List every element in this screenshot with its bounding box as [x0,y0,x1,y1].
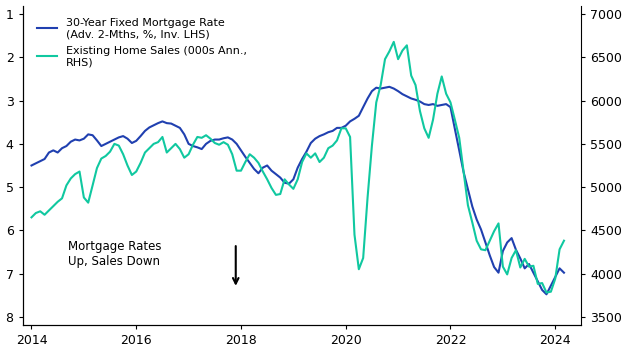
30-Year Fixed Mortgage Rate
(Adv. 2-Mths, %, Inv. LHS) [464,187,472,191]
30-Year Fixed Mortgage Rate
(Adv. 2-Mths, %, Inv. LHS) [89,133,96,137]
Line: 30-Year Fixed Mortgage Rate
(Adv. 2-Mths, %, Inv. LHS): 30-Year Fixed Mortgage Rate (Adv. 2-Mths… [31,87,564,294]
30-Year Fixed Mortgage Rate
(Adv. 2-Mths, %, Inv. LHS) [28,163,35,168]
Existing Home Sales (000s Ann.,
RHS) [80,195,88,199]
Line: Existing Home Sales (000s Ann.,
RHS): Existing Home Sales (000s Ann., RHS) [31,42,564,293]
Existing Home Sales (000s Ann.,
RHS) [464,203,472,207]
30-Year Fixed Mortgage Rate
(Adv. 2-Mths, %, Inv. LHS) [180,132,188,137]
30-Year Fixed Mortgage Rate
(Adv. 2-Mths, %, Inv. LHS) [58,146,66,150]
30-Year Fixed Mortgage Rate
(Adv. 2-Mths, %, Inv. LHS) [386,85,393,89]
Existing Home Sales (000s Ann.,
RHS) [180,156,188,160]
Existing Home Sales (000s Ann.,
RHS) [543,291,550,295]
Existing Home Sales (000s Ann.,
RHS) [560,239,568,243]
30-Year Fixed Mortgage Rate
(Adv. 2-Mths, %, Inv. LHS) [259,166,267,170]
30-Year Fixed Mortgage Rate
(Adv. 2-Mths, %, Inv. LHS) [560,270,568,275]
Existing Home Sales (000s Ann.,
RHS) [390,40,398,44]
Existing Home Sales (000s Ann.,
RHS) [58,196,66,201]
30-Year Fixed Mortgage Rate
(Adv. 2-Mths, %, Inv. LHS) [543,292,550,297]
Existing Home Sales (000s Ann.,
RHS) [89,183,96,187]
Existing Home Sales (000s Ann.,
RHS) [28,215,35,220]
Legend: 30-Year Fixed Mortgage Rate
(Adv. 2-Mths, %, Inv. LHS), Existing Home Sales (000: 30-Year Fixed Mortgage Rate (Adv. 2-Mths… [34,14,251,71]
Text: Mortgage Rates
Up, Sales Down: Mortgage Rates Up, Sales Down [68,240,161,268]
30-Year Fixed Mortgage Rate
(Adv. 2-Mths, %, Inv. LHS) [80,137,88,141]
Existing Home Sales (000s Ann.,
RHS) [259,169,267,174]
